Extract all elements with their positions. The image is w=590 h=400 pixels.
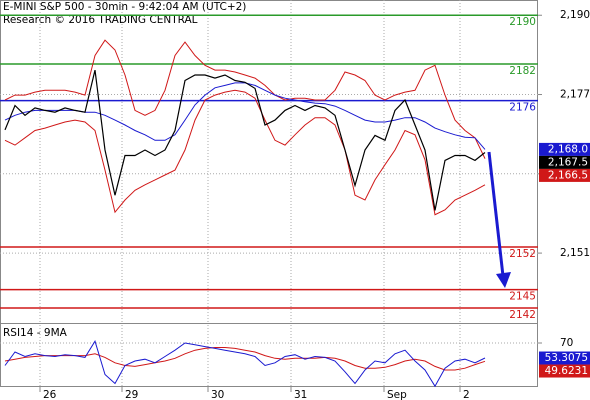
x-tick-label: 31 <box>294 389 307 400</box>
level-label: 2176 <box>509 102 536 114</box>
chart-title: E-MINI S&P 500 - 30min - 9:42:04 AM (UTC… <box>3 1 246 13</box>
last-value-box <box>539 142 590 156</box>
series-line <box>4 69 486 211</box>
forecast-arrow <box>487 151 511 288</box>
last-value-label: 2,168.0 <box>548 143 588 155</box>
x-tick-label: 29 <box>125 389 138 400</box>
plot-frame <box>0 0 538 387</box>
y-tick-label: 2,190 <box>560 9 590 21</box>
series-line <box>4 39 486 159</box>
last-value-box <box>539 168 590 182</box>
x-tick-label: 2 <box>463 389 470 400</box>
level-label: 2190 <box>509 16 536 28</box>
last-value-box <box>539 351 590 365</box>
arrow-shaft <box>487 151 505 277</box>
last-value-label: 49.6231 <box>545 365 588 377</box>
x-tick-label: Sep <box>387 389 407 400</box>
last-value-label: 53.3075 <box>545 352 588 364</box>
level-label: 2142 <box>509 309 536 321</box>
y-tick-label: 2,177 <box>560 89 590 101</box>
level-label: 2152 <box>509 248 536 260</box>
chart-subtitle: Research © 2016 TRADING CENTRAL <box>3 14 198 26</box>
arrow-head <box>496 272 511 288</box>
last-value-label: 2,167.5 <box>548 156 588 168</box>
x-tick-label: 30 <box>211 389 224 400</box>
level-label: 2145 <box>509 291 536 303</box>
y-tick-label: 70 <box>560 337 573 349</box>
last-value-box <box>539 364 590 378</box>
last-value-label: 2,166.5 <box>548 169 588 181</box>
rsi-title: RSI14 - 9MA <box>3 327 68 339</box>
level-label: 2182 <box>509 65 536 77</box>
series-line <box>4 89 486 216</box>
last-value-box <box>539 155 590 169</box>
series-line <box>4 339 486 388</box>
y-tick-label: 2,151 <box>560 247 590 259</box>
x-tick-label: 26 <box>43 389 57 400</box>
series-line <box>4 347 486 371</box>
